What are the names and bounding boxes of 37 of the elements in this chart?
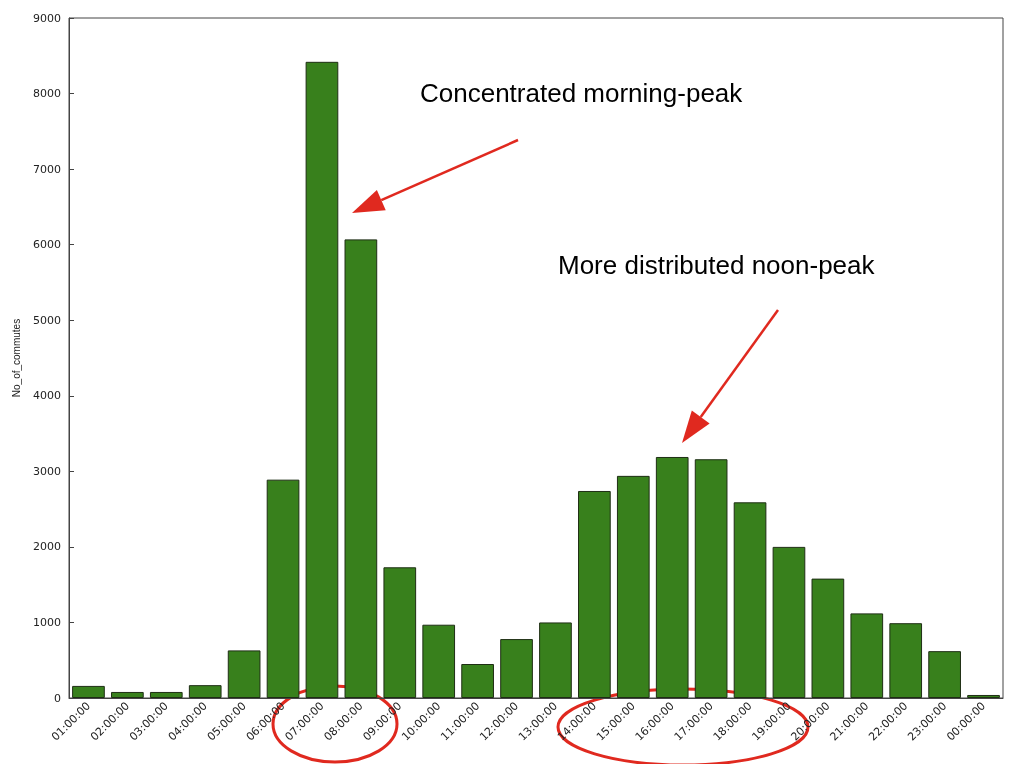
bar (383, 567, 417, 698)
y-tick-label: 2000 (33, 540, 61, 554)
bar (578, 490, 611, 698)
bar (539, 622, 572, 698)
bar (889, 623, 923, 698)
y-tick-label: 5000 (33, 313, 61, 327)
y-tick-label: 7000 (33, 162, 61, 176)
bar (305, 61, 339, 698)
bar (227, 650, 261, 698)
bar (655, 456, 689, 698)
bar (344, 239, 378, 698)
y-tick-label: 6000 (33, 238, 61, 252)
y-tick-label: 9000 (33, 11, 61, 25)
bar (928, 651, 961, 698)
bar (188, 685, 222, 698)
annotation: More distributed noon-peak (558, 250, 876, 280)
y-tick-label: 4000 (33, 389, 61, 403)
y-axis-title: No_of_commutes (10, 318, 22, 398)
bar (461, 664, 494, 698)
y-tick-label: 8000 (33, 87, 61, 101)
y-tick-label: 1000 (33, 615, 61, 629)
annotation: Concentrated morning-peak (420, 78, 744, 108)
bar (72, 685, 105, 698)
bar (266, 479, 300, 698)
bar (733, 502, 767, 698)
bar (500, 639, 533, 698)
y-tick-label: 3000 (33, 464, 61, 478)
bar (616, 475, 650, 698)
bar (967, 694, 1000, 698)
bar (811, 578, 845, 698)
bar (694, 459, 728, 698)
bar (111, 691, 144, 698)
bar (772, 546, 806, 698)
y-tick-label: 0 (54, 691, 61, 705)
bar (149, 691, 183, 698)
bar (850, 613, 884, 698)
bar (422, 624, 456, 698)
